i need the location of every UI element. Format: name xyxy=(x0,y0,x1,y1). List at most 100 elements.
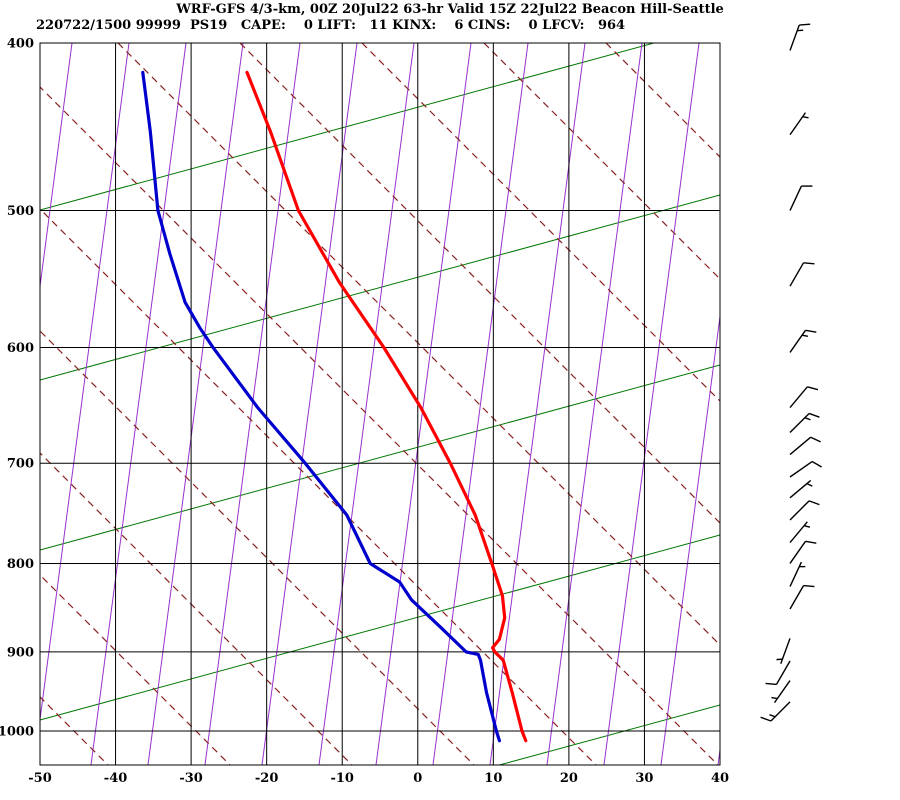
isotherm-line xyxy=(90,43,187,765)
barb-staff xyxy=(789,329,807,353)
moist-adiabat-line xyxy=(497,704,720,765)
dry-adiabat-line xyxy=(239,43,720,524)
barb-full-tick xyxy=(808,500,820,506)
barb-half-tick xyxy=(797,29,804,32)
barb-full-tick xyxy=(803,584,815,588)
barb-half-tick xyxy=(803,524,811,528)
barb-half-tick xyxy=(776,658,783,661)
x-tick-label: 10 xyxy=(484,771,502,786)
barb-staff xyxy=(789,386,808,408)
isotherm-line xyxy=(40,43,130,724)
barb-staff xyxy=(789,521,808,543)
isotherm-line xyxy=(261,43,358,765)
x-tick-label: 20 xyxy=(560,771,578,786)
moist-adiabat-line xyxy=(40,194,720,381)
barb-full-tick xyxy=(765,682,777,686)
x-tick-label: 0 xyxy=(413,771,422,786)
y-tick-label: 600 xyxy=(7,341,34,356)
reference-lines xyxy=(40,43,900,765)
wind-barb xyxy=(789,521,811,543)
barb-half-tick xyxy=(802,116,809,119)
wind-barb xyxy=(789,479,813,499)
wind-barb xyxy=(789,386,819,408)
dry-adiabat-line xyxy=(728,43,900,765)
x-tick-label: -20 xyxy=(255,771,279,786)
y-tick-label: 500 xyxy=(7,204,34,219)
isotherm-line xyxy=(40,43,73,291)
isotherm-line xyxy=(147,43,244,765)
isotherm-line xyxy=(432,43,529,765)
wind-barb xyxy=(789,23,811,51)
dry-adiabat-line xyxy=(40,86,719,765)
barb-staff xyxy=(789,561,803,587)
wind-barb xyxy=(789,460,822,478)
x-tick-label: 30 xyxy=(635,771,653,786)
dry-adiabat-line xyxy=(117,43,720,646)
barb-staff xyxy=(780,638,791,665)
barb-full-tick xyxy=(805,540,817,544)
barb-staff xyxy=(789,24,800,51)
dry-adiabat-line xyxy=(40,208,597,765)
wind-barb xyxy=(789,436,821,456)
y-tick-label: 800 xyxy=(7,557,34,572)
barb-full-tick xyxy=(807,386,819,391)
plot-frame xyxy=(39,42,721,766)
dry-adiabat-line xyxy=(605,43,720,158)
chart-indices-line: 220722/1500 99999 PS19 CAPE: 0 LIFT: 11 … xyxy=(36,18,626,33)
chart-title: WRF-GFS 4/3-km, 00Z 20Jul22 63-hr Valid … xyxy=(176,2,724,17)
barb-staff xyxy=(789,262,805,287)
barb-full-tick xyxy=(808,412,820,418)
barb-staff xyxy=(789,585,805,610)
wind-barb xyxy=(789,584,815,610)
grid: -50 -40 -30 -20 -10 0 10 20 30 40 400 500 600 700 800 9… xyxy=(0,37,729,787)
wind-barb xyxy=(776,638,791,665)
dry-adiabat-line xyxy=(40,330,475,765)
barb-half-tick xyxy=(804,417,811,421)
barb-staff xyxy=(770,701,791,722)
barb-full-tick xyxy=(803,262,815,265)
wind-barb xyxy=(789,329,817,353)
barb-full-tick xyxy=(811,460,822,468)
wind-barb xyxy=(789,112,809,136)
x-tick-label: -40 xyxy=(104,771,128,786)
wind-barb xyxy=(789,540,817,564)
barb-staff xyxy=(789,436,812,456)
wind-barb xyxy=(789,561,806,587)
isotherm-line xyxy=(660,312,720,765)
isotherm-line xyxy=(318,43,415,765)
x-tick-label: -50 xyxy=(28,771,52,786)
barb-staff xyxy=(789,500,810,521)
y-tick-label: 1000 xyxy=(0,725,34,740)
isotherm-line xyxy=(546,43,643,765)
wind-barb xyxy=(789,262,815,287)
y-tick-label: 900 xyxy=(7,645,34,660)
dry-adiabat-line xyxy=(40,452,353,765)
moist-adiabat-line xyxy=(40,364,720,551)
barb-half-tick xyxy=(801,334,809,337)
wind-barb xyxy=(771,680,791,704)
wind-barb xyxy=(760,701,791,722)
isotherm-line xyxy=(489,43,586,765)
barb-full-tick xyxy=(760,716,772,722)
barb-staff xyxy=(789,540,807,564)
x-tick-label: -30 xyxy=(179,771,203,786)
dewpoint-trace xyxy=(141,70,501,743)
barb-full-tick xyxy=(810,436,821,443)
wind-barb xyxy=(789,412,820,434)
x-tick-label: 40 xyxy=(711,771,729,786)
dry-adiabat-line xyxy=(361,43,720,402)
wind-barb xyxy=(765,660,791,686)
barb-half-tick xyxy=(769,714,776,718)
barb-staff xyxy=(789,112,807,136)
temperature-trace xyxy=(245,70,528,743)
isotherm-line xyxy=(603,43,700,765)
isotherm-line xyxy=(204,43,301,765)
moist-adiabat-line xyxy=(40,534,720,721)
barb-staff xyxy=(775,660,791,685)
dry-adiabat-line xyxy=(483,43,720,280)
isotherm-line xyxy=(717,745,720,765)
barb-half-tick xyxy=(806,483,813,487)
x-tick-label: -10 xyxy=(330,771,354,786)
wind-barb xyxy=(789,185,813,211)
